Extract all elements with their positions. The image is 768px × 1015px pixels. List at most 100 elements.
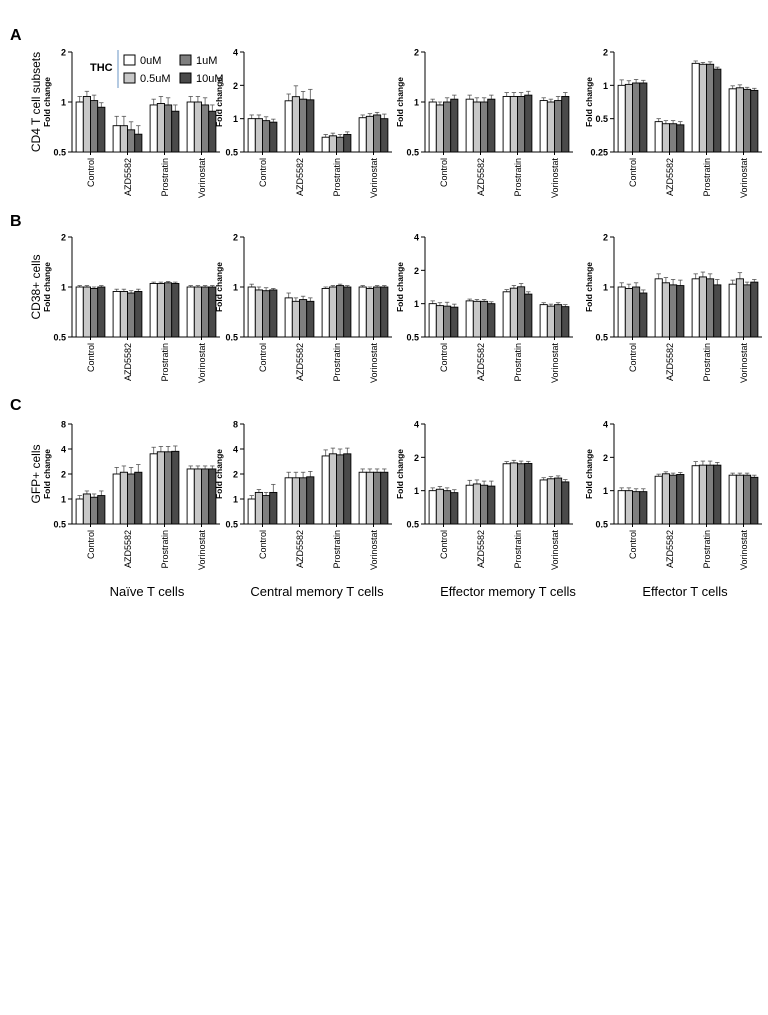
row-label-cd4: CD4 T cell subsets [29, 52, 43, 152]
bar-1uM-Control [632, 82, 641, 153]
bar-1uM-Vorinostat [554, 100, 563, 153]
legend-title: THC [90, 62, 113, 74]
x-tick-label: Prostratin [332, 343, 342, 382]
x-tick-label: Prostratin [332, 530, 342, 569]
bar-0.5uM-Vorinostat [193, 468, 202, 525]
bar-1uM-Prostratin [706, 464, 715, 525]
bar-0.5uM-AZD5582 [291, 300, 300, 338]
x-tick-label: Control [86, 343, 96, 372]
y-tick-label: 2 [603, 233, 608, 243]
bar-10uM-Prostratin [713, 464, 722, 525]
bar-1uM-Control [443, 305, 452, 338]
bar-10uM-Control [450, 98, 459, 153]
bar-10uM-Prostratin [171, 450, 180, 525]
bar-0uM-Prostratin [321, 136, 330, 153]
x-tick-label: Control [86, 158, 96, 187]
bar-0uM-AZD5582 [284, 477, 293, 525]
bar-0.5uM-Control [82, 286, 91, 338]
bar-10uM-Vorinostat [750, 281, 759, 338]
bar-0uM-Prostratin [149, 283, 158, 338]
bar-10uM-Vorinostat [380, 471, 389, 525]
bar-0.5uM-Control [435, 104, 444, 153]
y-axis-title: Fold change [42, 262, 52, 312]
y-axis-title: Fold change [584, 449, 594, 499]
bar-0.5uM-Prostratin [156, 451, 165, 525]
legend-swatch-0um [123, 54, 136, 66]
bar-1uM-Vorinostat [554, 304, 563, 338]
y-tick-label: 4 [233, 48, 238, 58]
bar-10uM-AZD5582 [306, 99, 315, 153]
x-tick-label: AZD5582 [123, 158, 133, 196]
bar-10uM-Control [97, 286, 106, 338]
bar-10uM-Vorinostat [750, 89, 759, 153]
x-tick-label: Prostratin [160, 530, 170, 569]
bar-10uM-AZD5582 [306, 476, 315, 525]
y-tick-label: 4 [61, 445, 66, 455]
bar-10uM-Vorinostat [208, 110, 217, 153]
y-tick-label: 0.5 [53, 333, 66, 343]
bar-0.5uM-AZD5582 [472, 300, 481, 338]
bar-0.5uM-Control [254, 491, 263, 525]
x-tick-label: Vorinostat [550, 530, 560, 571]
bar-0.5uM-Vorinostat [365, 471, 374, 525]
bar-0uM-Vorinostat [728, 474, 737, 525]
legend-swatch-10um [179, 72, 192, 84]
panel-r2-c1: 0.5 1 2 4 8 Fold change Control AZD5582 Prostrat… [214, 420, 392, 570]
bar-1uM-Vorinostat [373, 471, 382, 525]
legend-label-0um: 0uM [140, 55, 161, 67]
bar-0uM-Vorinostat [539, 100, 548, 153]
bar-1uM-Prostratin [336, 285, 345, 338]
bar-0.5uM-Control [254, 118, 263, 153]
bar-10uM-Control [639, 82, 648, 153]
bar-1uM-AZD5582 [480, 484, 489, 525]
row-letter-b: B [10, 213, 22, 230]
row-letter-c: C [10, 397, 22, 414]
x-tick-label: Prostratin [513, 158, 523, 197]
column-label-effector: Effector T cells [642, 584, 728, 599]
bar-0.5uM-AZD5582 [291, 477, 300, 525]
bar-0.5uM-Prostratin [698, 63, 707, 153]
y-tick-label: 2 [61, 48, 66, 58]
x-tick-label: Vorinostat [197, 343, 207, 384]
bar-1uM-Prostratin [517, 463, 526, 525]
bar-0uM-Prostratin [691, 62, 700, 153]
y-axis-title: Fold change [214, 262, 224, 312]
column-label-effector-memory: Effector memory T cells [440, 584, 576, 599]
bar-0uM-Vorinostat [186, 286, 195, 338]
x-tick-label: Vorinostat [739, 158, 749, 199]
bar-10uM-Prostratin [343, 134, 352, 153]
bar-1uM-AZD5582 [299, 98, 308, 153]
panel-r0-c0: 0.5 1 2 Fold change Control AZD5582 Prostratin… [42, 48, 220, 198]
x-tick-label: Prostratin [513, 530, 523, 569]
x-tick-label: Prostratin [702, 158, 712, 197]
y-tick-label: 1 [233, 283, 238, 293]
bar-10uM-Vorinostat [380, 118, 389, 153]
bar-1uM-AZD5582 [299, 299, 308, 338]
x-tick-label: Control [439, 158, 449, 187]
y-tick-label: 1 [603, 283, 608, 293]
y-tick-label: 0.5 [53, 520, 66, 530]
bar-1uM-Control [443, 101, 452, 153]
y-tick-label: 4 [414, 233, 419, 243]
bar-0uM-Vorinostat [358, 286, 367, 338]
bar-0uM-Vorinostat [728, 88, 737, 153]
bar-0uM-AZD5582 [654, 121, 663, 153]
x-tick-label: AZD5582 [295, 530, 305, 568]
bar-10uM-Prostratin [343, 286, 352, 338]
y-tick-label: 4 [233, 445, 238, 455]
bar-0.5uM-Control [435, 305, 444, 338]
bar-0uM-AZD5582 [112, 291, 121, 338]
panel-r1-c0: 0.5 1 2 Fold change Control AZD5582 Prostratin… [42, 233, 220, 384]
bar-0.5uM-Control [624, 83, 633, 153]
bar-1uM-Prostratin [164, 282, 173, 338]
bar-10uM-Control [269, 491, 278, 525]
bar-10uM-Control [639, 292, 648, 338]
y-axis-title: Fold change [214, 77, 224, 127]
x-tick-label: Control [86, 530, 96, 559]
bar-0uM-AZD5582 [465, 484, 474, 525]
y-tick-label: 4 [414, 420, 419, 430]
bar-1uM-Control [90, 100, 99, 153]
bar-1uM-Vorinostat [373, 286, 382, 338]
y-axis-title: Fold change [42, 77, 52, 127]
y-tick-label: 2 [414, 453, 419, 463]
